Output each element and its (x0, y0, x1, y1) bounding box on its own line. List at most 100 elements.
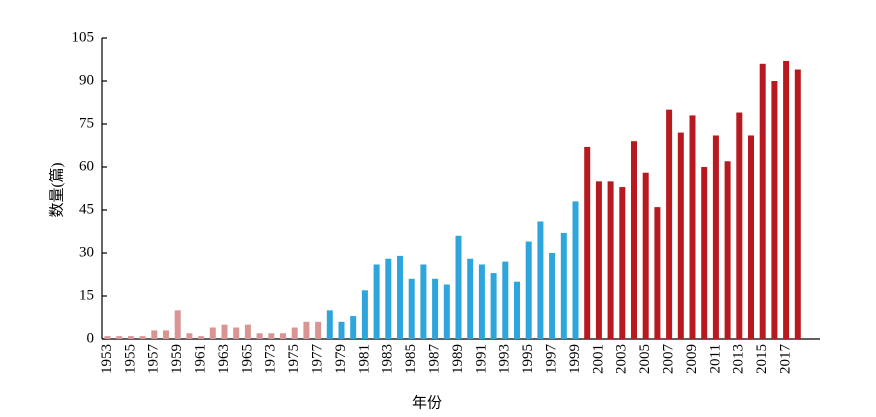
bar (584, 146, 591, 339)
bar (385, 258, 392, 339)
bar (654, 207, 661, 339)
bar (315, 321, 322, 339)
bar (794, 69, 801, 340)
bar (198, 336, 205, 339)
bar (771, 81, 778, 339)
bar (724, 161, 731, 339)
x-tick-label: 1987 (427, 344, 443, 375)
bar (256, 333, 263, 339)
bar (280, 333, 286, 339)
bar (759, 63, 766, 340)
bar (666, 109, 673, 340)
bar (525, 241, 532, 339)
bar (221, 324, 228, 339)
x-tick-label: 1965 (239, 344, 255, 374)
bar (350, 316, 357, 339)
bar (186, 333, 193, 339)
x-tick-label: 1961 (193, 344, 209, 374)
bar (595, 181, 602, 339)
x-tick-label: 2017 (778, 344, 794, 375)
bar (549, 253, 556, 339)
x-tick-label: 2007 (661, 344, 677, 375)
x-tick-label: 1981 (356, 344, 372, 374)
bar (151, 330, 158, 339)
x-tick-label: 1963 (216, 344, 232, 374)
x-axis-title: 年份 (412, 394, 442, 411)
bar (736, 112, 743, 340)
bar (712, 135, 719, 339)
x-tick-label: 1993 (497, 344, 513, 374)
bar (209, 327, 216, 339)
x-tick-label: 1955 (122, 344, 138, 374)
bar (163, 330, 169, 339)
bar (303, 321, 310, 339)
bar (537, 221, 544, 339)
bar (677, 132, 684, 339)
bar (619, 187, 626, 339)
bar (397, 255, 403, 339)
bar (689, 115, 696, 340)
bar (408, 278, 415, 339)
x-tick-label: 1959 (169, 344, 185, 374)
x-tick-label: 1997 (544, 344, 560, 375)
x-tick-label: 2001 (590, 344, 606, 374)
x-tick-label: 1953 (99, 344, 115, 374)
x-tick-label: 2009 (684, 344, 700, 374)
x-tick-label: 1975 (286, 344, 302, 374)
x-tick-label: 1991 (473, 344, 489, 374)
x-tick-label: 1973 (263, 344, 279, 374)
y-tick-label: 0 (87, 330, 95, 346)
y-tick-label: 45 (79, 201, 94, 217)
x-tick-label: 1985 (403, 344, 419, 374)
x-tick-label: 2003 (614, 344, 630, 374)
bar (326, 310, 333, 339)
bar (116, 336, 123, 339)
y-tick-label: 30 (79, 244, 94, 260)
x-tick-label: 2011 (707, 344, 723, 373)
x-tick-label: 1983 (380, 344, 396, 374)
bar (139, 336, 146, 339)
bar (268, 333, 275, 339)
bar (467, 258, 474, 339)
bar (631, 141, 637, 339)
x-tick-label: 1999 (567, 344, 583, 374)
bar (432, 278, 439, 339)
y-tick-label: 75 (79, 115, 94, 131)
bar (174, 310, 181, 339)
bar (455, 235, 462, 339)
x-tick-label: 1995 (520, 344, 536, 374)
bar (560, 232, 567, 339)
y-axis-title: 数量(篇) (47, 163, 65, 218)
bar (748, 135, 754, 339)
bar (373, 264, 380, 339)
x-tick-label: 1977 (310, 344, 326, 375)
bar (244, 324, 251, 339)
bar (642, 172, 649, 339)
bar (127, 336, 134, 339)
x-tick-label: 1957 (146, 344, 162, 375)
x-tick-label: 1979 (333, 344, 349, 374)
bar (233, 327, 240, 339)
x-tick-label: 2005 (637, 344, 653, 374)
bar (478, 264, 485, 339)
bar (514, 281, 520, 339)
bar (361, 290, 368, 339)
bar (701, 167, 708, 339)
bar (607, 181, 614, 339)
x-tick-label: 2015 (754, 344, 770, 374)
bar (572, 201, 579, 339)
bar (443, 284, 450, 339)
y-tick-label: 60 (79, 158, 94, 174)
bar (420, 264, 427, 339)
bar (291, 327, 298, 339)
y-tick-label: 15 (79, 287, 94, 303)
bar (783, 60, 790, 339)
bar (502, 261, 509, 339)
x-tick-label: 1989 (450, 344, 466, 374)
bar (338, 321, 345, 339)
bar (490, 273, 497, 339)
y-tick-label: 105 (72, 29, 95, 45)
x-tick-label: 2013 (731, 344, 747, 374)
y-tick-label: 90 (79, 72, 94, 88)
